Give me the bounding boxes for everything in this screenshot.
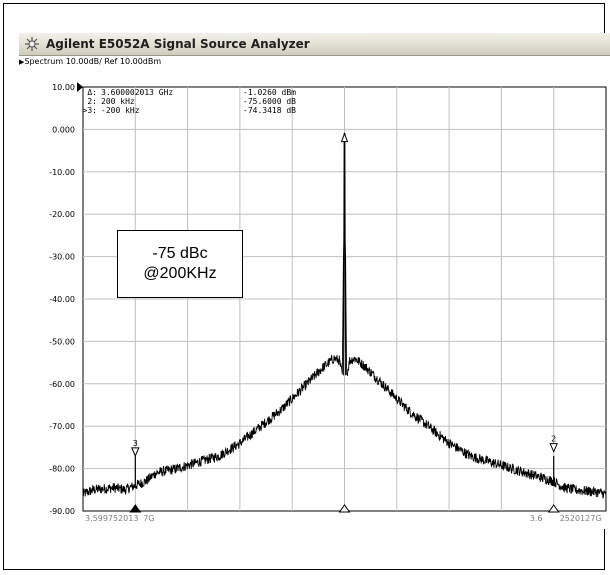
window-title: Agilent E5052A Signal Source Analyzer <box>46 37 310 51</box>
y-tick-label: -50.00 <box>49 337 75 346</box>
marker-2-label: 2 <box>551 435 556 444</box>
y-tick-label: 10.00 <box>52 83 75 92</box>
marker-readout-value: -1.0260 dBm <box>243 88 296 97</box>
marker-readout-id: Δ: <box>87 88 97 97</box>
app-starburst-icon <box>23 35 41 53</box>
y-tick-label: -10.00 <box>49 168 75 177</box>
marker-readout-freq: -200 kHz <box>101 106 140 115</box>
annotation-line-1: -75 dBc <box>152 245 208 262</box>
marker-readout-value: -75.6000 dB <box>243 97 296 106</box>
marker-2-position-icon <box>547 504 560 513</box>
y-tick-label: -30.00 <box>49 253 75 262</box>
triangle-right-icon: ▶ <box>19 58 25 66</box>
analyzer-window: Agilent E5052A Signal Source Analyzer ▶ … <box>19 33 610 529</box>
x-stop-label: 2520127G <box>560 514 602 523</box>
trace-header[interactable]: ▶ Spectrum 10.00dB/ Ref 10.00dBm <box>19 56 610 68</box>
marker-3-position-icon <box>129 504 142 513</box>
delta-reference-marker <box>340 132 349 143</box>
y-tick-label: -80.00 <box>49 465 75 474</box>
marker-readout-freq: 200 kHz <box>101 97 135 106</box>
center-marker-position-icon <box>338 504 351 513</box>
marker-readout-id: 2: <box>87 97 97 106</box>
y-tick-label: -60.00 <box>49 380 75 389</box>
trace-header-label: Spectrum 10.00dB/ Ref 10.00dBm <box>24 57 162 66</box>
marker-3-indicator <box>131 447 140 458</box>
y-tick-label: -40.00 <box>49 295 75 304</box>
y-tick-label: 0.000 <box>52 125 75 134</box>
marker-readout-id: >3: <box>83 106 97 115</box>
annotation-box: -75 dBc @200KHz <box>117 230 243 298</box>
marker-3-label: 3 <box>133 439 138 448</box>
y-tick-label: -90.00 <box>49 507 75 516</box>
spectrum-plot[interactable]: 10.00 0.000 -10.00 -20.00 -30.00 -40.00 -50.00… <box>19 33 610 529</box>
x-stop-prefix: 3.6 <box>530 514 543 523</box>
x-start-suffix: 7G <box>143 514 154 523</box>
y-tick-label: -20.00 <box>49 210 75 219</box>
y-tick-label: -70.00 <box>49 422 75 431</box>
x-start-label: 3.599752013 <box>85 514 138 523</box>
window-title-bar[interactable]: Agilent E5052A Signal Source Analyzer <box>19 33 610 56</box>
annotation-line-2: @200KHz <box>143 265 217 282</box>
marker-readout-freq: 3.600002013 GHz <box>101 88 173 97</box>
marker-readout-value: -74.3418 dB <box>243 106 296 115</box>
marker-2-indicator <box>549 443 558 453</box>
ref-level-arrow <box>77 82 83 92</box>
